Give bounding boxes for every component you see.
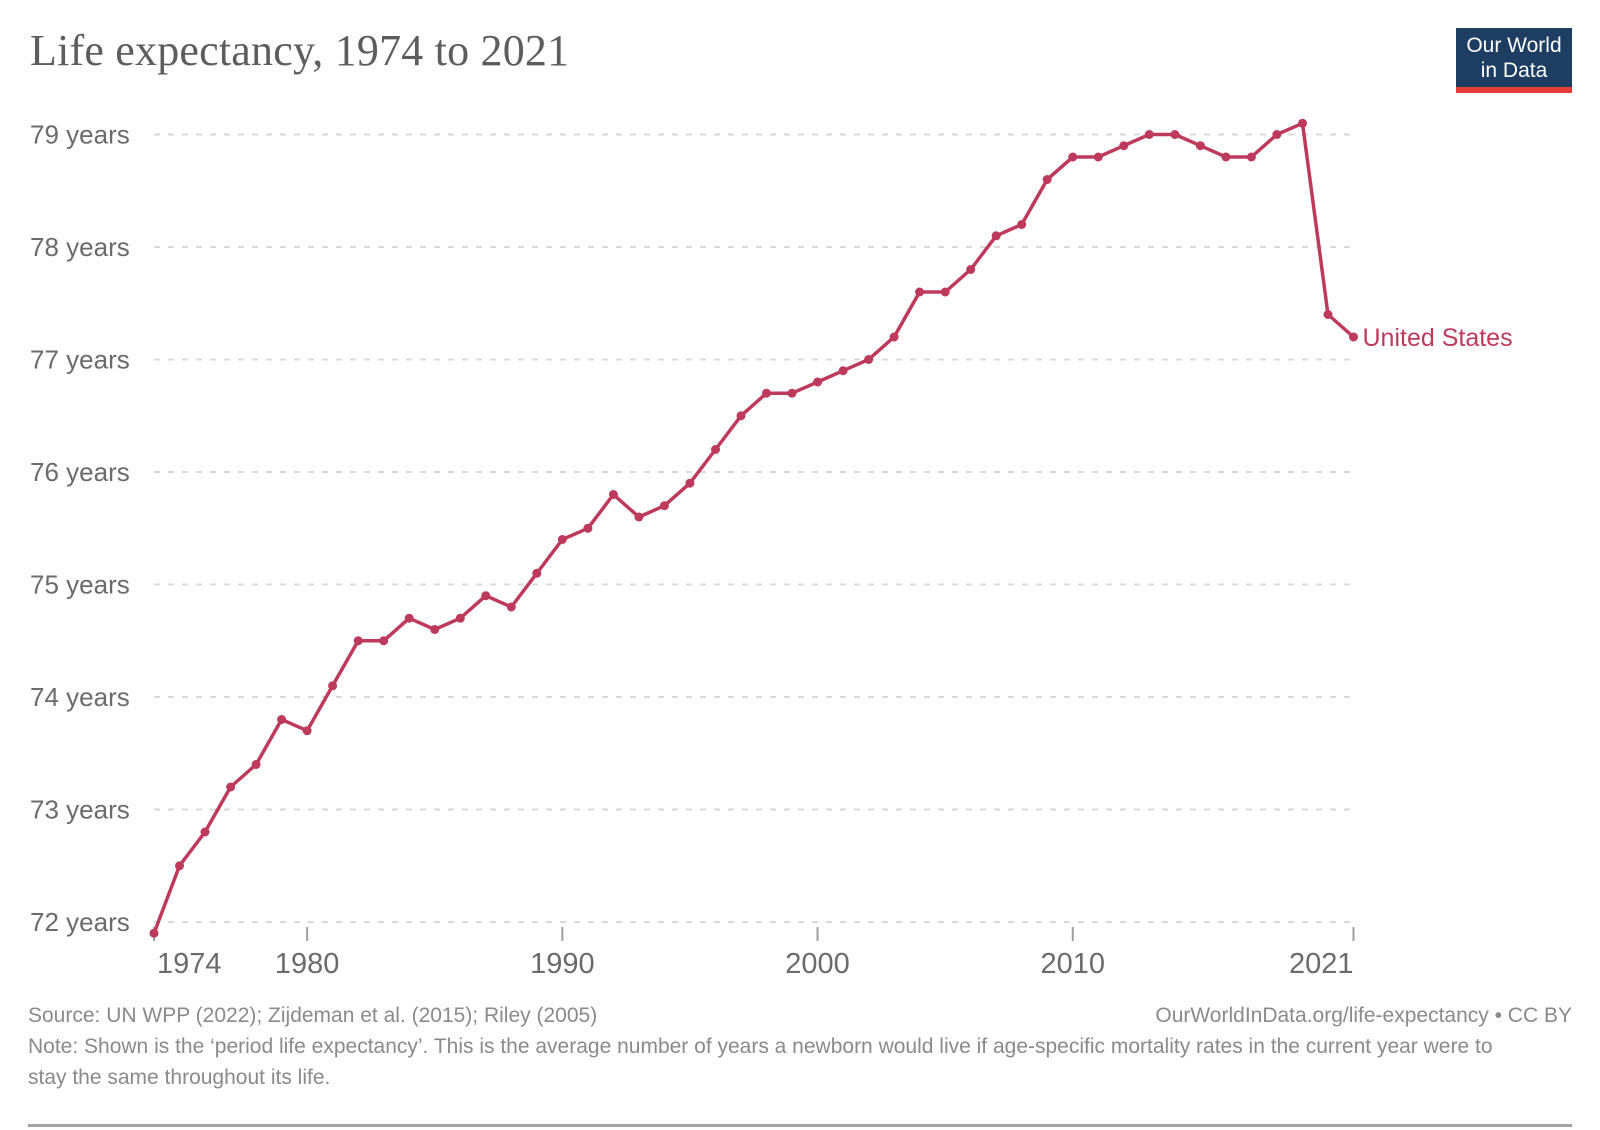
data-point — [328, 681, 338, 691]
data-point — [251, 760, 261, 769]
data-point — [1246, 152, 1256, 162]
data-point — [711, 445, 720, 454]
data-point — [991, 231, 1001, 241]
data-point — [506, 602, 516, 612]
data-point — [430, 625, 440, 634]
data-point — [864, 355, 874, 364]
data-point — [787, 388, 797, 398]
data-point — [1272, 130, 1282, 139]
data-point — [1195, 141, 1205, 151]
data-point — [149, 928, 159, 938]
x-tick-label: 1980 — [275, 948, 340, 980]
data-point — [915, 287, 925, 297]
owid-logo-box: Our World in Data — [1456, 28, 1572, 87]
data-point — [1298, 118, 1307, 128]
x-tick-label: 2010 — [1041, 948, 1106, 980]
owid-logo-line1: Our World — [1466, 33, 1562, 57]
line-chart: 72 years 73 years 74 years 75 years 76 years… — [30, 118, 1513, 980]
chart-footer: Source: UN WPP (2022); Zijdeman et al. (… — [28, 1000, 1572, 1093]
data-point — [838, 366, 848, 376]
data-point — [966, 265, 976, 274]
data-point — [404, 613, 414, 623]
x-tick-label: 2000 — [785, 948, 850, 980]
y-tick-label: 75 years — [30, 570, 130, 600]
data-point — [379, 636, 389, 646]
chart-title: Life expectancy, 1974 to 2021 — [30, 26, 570, 75]
x-tick-label: 2021 — [1289, 948, 1354, 980]
y-tick-label: 73 years — [30, 795, 130, 825]
data-point — [659, 501, 669, 511]
attribution-text: OurWorldInData.org/life-expectancy • CC … — [1155, 1004, 1572, 1027]
data-point — [685, 478, 695, 488]
data-point — [813, 377, 823, 387]
data-point — [481, 591, 491, 601]
data-point — [1119, 141, 1129, 151]
data-point — [1170, 130, 1180, 139]
trend-line — [152, 121, 1356, 935]
data-point — [634, 512, 644, 522]
source-text: Source: UN WPP (2022); Zijdeman et al. (… — [28, 1004, 598, 1027]
bottom-divider — [28, 1124, 1572, 1127]
data-point — [1093, 152, 1103, 162]
data-point — [583, 523, 593, 533]
data-point — [1017, 220, 1027, 229]
data-point — [940, 287, 950, 297]
data-point — [736, 411, 746, 421]
data-point — [302, 726, 312, 736]
data-point — [455, 613, 465, 623]
data-point — [1042, 175, 1052, 184]
y-tick-label: 78 years — [30, 232, 130, 262]
data-point — [353, 636, 363, 646]
y-tick-label: 79 years — [30, 120, 130, 150]
x-tick-label: 1974 — [157, 948, 222, 980]
y-tick-label: 77 years — [30, 345, 130, 375]
owid-logo-stripe — [1456, 87, 1572, 93]
owid-logo: Our World in Data — [1456, 28, 1572, 93]
data-point — [1221, 152, 1231, 162]
data-point — [175, 861, 184, 871]
y-tick-label: 72 years — [30, 907, 130, 937]
data-point — [1144, 130, 1154, 139]
data-point — [557, 535, 567, 544]
series-end-label: United States — [1363, 324, 1513, 352]
y-tick-label: 74 years — [30, 682, 130, 712]
data-point — [762, 388, 771, 398]
data-point — [1349, 332, 1358, 342]
data-point — [532, 568, 542, 578]
x-tick-label: 1990 — [530, 948, 595, 980]
data-point — [226, 782, 236, 792]
data-point — [277, 715, 287, 724]
data-point — [889, 332, 899, 342]
data-point — [1068, 152, 1078, 162]
data-point — [200, 827, 210, 837]
note-text: Note: Shown is the ‘period life expectan… — [28, 1035, 1493, 1089]
y-tick-label: 76 years — [30, 457, 130, 487]
data-point — [608, 490, 618, 499]
owid-logo-line2: in Data — [1480, 58, 1548, 82]
data-point — [1323, 310, 1333, 319]
